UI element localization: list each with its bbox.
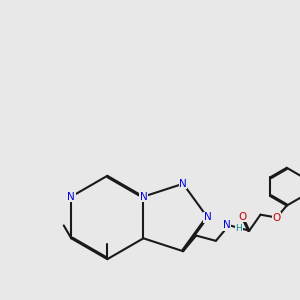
Text: N: N [68,192,75,202]
Text: N: N [179,179,187,189]
Text: H: H [236,224,242,233]
Text: N: N [223,220,230,230]
Text: O: O [273,212,281,223]
Text: N: N [204,212,212,223]
Text: O: O [238,212,247,221]
Text: N: N [140,192,147,202]
